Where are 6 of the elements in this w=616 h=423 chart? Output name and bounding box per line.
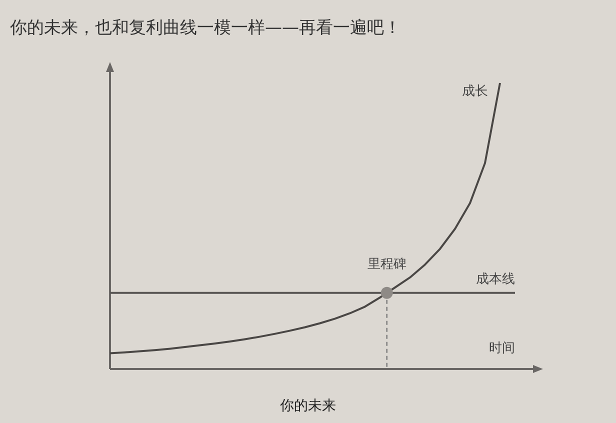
annotation: 里程碑 xyxy=(367,256,406,272)
series-label: 成长 xyxy=(462,84,488,99)
text: 你的未来 xyxy=(279,398,336,414)
x-axis-title: 时间 xyxy=(489,341,515,356)
ref-line-label: 成本线 xyxy=(476,272,515,287)
chart-title: 你的未来，也和复利曲线一模一样——再看一遍吧！ xyxy=(9,18,401,38)
